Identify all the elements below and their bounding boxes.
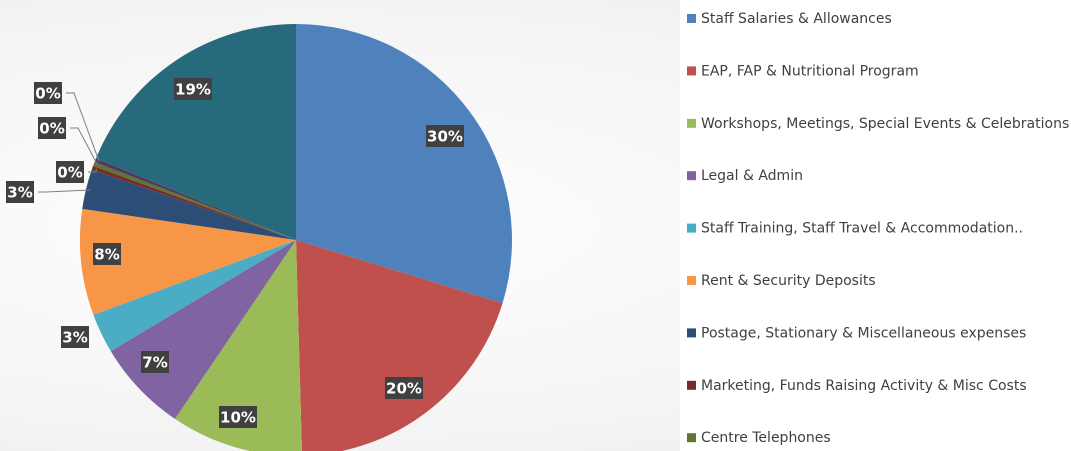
- pie-slice: [82, 169, 297, 240]
- data-label-box: [141, 351, 169, 373]
- legend-label: Staff Salaries & Allowances: [701, 11, 892, 27]
- legend-label: Workshops, Meetings, Special Events & Ce…: [701, 116, 1069, 132]
- pie-slice: [93, 240, 296, 352]
- legend-label: Postage, Stationary & Miscellaneous expe…: [701, 325, 1026, 341]
- data-label: 30%: [427, 128, 463, 146]
- pie-slice: [91, 165, 296, 240]
- data-label: 10%: [220, 409, 256, 427]
- legend-label: Marketing, Funds Raising Activity & Misc…: [701, 378, 1027, 394]
- legend-swatch: [687, 380, 696, 390]
- data-label: 0%: [35, 85, 60, 103]
- legend-label: Centre Telephones: [701, 430, 831, 446]
- legend-swatch: [687, 118, 696, 128]
- data-label-box: [93, 243, 121, 265]
- legend-swatch: [687, 223, 696, 233]
- data-label: 7%: [142, 354, 167, 372]
- data-label-box: [38, 117, 66, 139]
- data-label-box: [174, 78, 212, 100]
- legend-label: Rent & Security Deposits: [701, 273, 876, 289]
- leader-line: [66, 92, 100, 162]
- legend-background: [680, 0, 1071, 451]
- data-label: 20%: [386, 380, 422, 398]
- data-label-box: [385, 377, 423, 399]
- data-label: 0%: [57, 164, 82, 182]
- pie-slice: [93, 162, 296, 240]
- data-label: 0%: [39, 120, 64, 138]
- data-label-box: [61, 326, 89, 348]
- pie-slice: [80, 208, 296, 315]
- data-label: 3%: [62, 329, 87, 347]
- pie-slice: [174, 240, 302, 451]
- legend-swatch: [687, 328, 696, 338]
- legend-label: Legal & Admin: [701, 168, 803, 184]
- data-label: 3%: [7, 184, 32, 202]
- data-label-box: [426, 125, 464, 147]
- data-label-box: [56, 161, 84, 183]
- data-label-box: [34, 82, 62, 104]
- legend-label: EAP, FAP & Nutritional Program: [701, 63, 919, 79]
- leader-line: [38, 189, 91, 193]
- legend-label: Staff Training, Staff Travel & Accommoda…: [701, 221, 1023, 237]
- legend-swatch: [687, 66, 696, 76]
- leader-line: [70, 127, 99, 166]
- data-label: 19%: [175, 81, 211, 99]
- pie-slice: [96, 24, 296, 240]
- legend-swatch: [687, 433, 696, 443]
- legend-swatch: [687, 14, 696, 23]
- data-label-box: [219, 406, 257, 428]
- data-label: 8%: [94, 246, 119, 264]
- pie-slice: [110, 240, 297, 419]
- legend-swatch: [687, 276, 696, 285]
- data-label-box: [6, 181, 34, 203]
- pie-slice: [296, 240, 503, 451]
- pie-slice: [296, 24, 512, 304]
- legend-swatch: [687, 171, 696, 181]
- pie-slice: [94, 158, 297, 240]
- leader-line: [88, 169, 97, 173]
